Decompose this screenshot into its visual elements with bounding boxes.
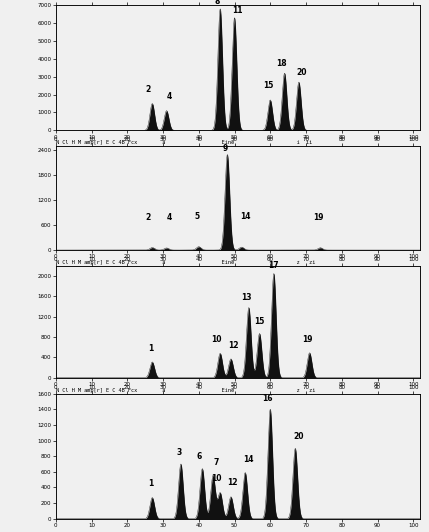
Text: 15: 15 bbox=[254, 317, 265, 326]
Text: 14: 14 bbox=[240, 212, 251, 221]
Text: 4: 4 bbox=[167, 92, 172, 101]
Text: 16: 16 bbox=[262, 394, 273, 403]
Text: 17: 17 bbox=[269, 261, 279, 270]
Text: 18: 18 bbox=[276, 59, 287, 68]
Text: 20: 20 bbox=[296, 68, 307, 77]
Text: 4: 4 bbox=[167, 213, 172, 222]
Text: 15: 15 bbox=[263, 81, 274, 90]
Text: 12: 12 bbox=[227, 478, 238, 487]
Text: 12: 12 bbox=[229, 341, 239, 350]
Text: 7: 7 bbox=[213, 458, 219, 467]
Text: 20: 20 bbox=[293, 432, 303, 441]
Text: N Cl H M amp[r] E C 4B Fcx        a                  Eine                    z  : N Cl H M amp[r] E C 4B Fcx a Eine z bbox=[56, 260, 315, 265]
Text: 13: 13 bbox=[241, 293, 251, 302]
Text: 6: 6 bbox=[197, 452, 202, 461]
Text: N Cl H M amp[r] E C 4B Fcx        a                  Eine                    i  : N Cl H M amp[r] E C 4B Fcx a Eine i bbox=[56, 140, 312, 145]
Text: 5: 5 bbox=[194, 212, 199, 221]
Text: 2: 2 bbox=[145, 85, 151, 94]
Text: 1: 1 bbox=[148, 344, 153, 353]
Text: 3: 3 bbox=[176, 447, 182, 456]
Text: 2: 2 bbox=[145, 213, 151, 222]
Text: 9: 9 bbox=[223, 144, 228, 153]
Text: 8: 8 bbox=[214, 0, 220, 6]
Text: 10: 10 bbox=[211, 335, 221, 344]
Text: N Cl H M amp[r] E C 4B Fcx        a                  Eine                    z  : N Cl H M amp[r] E C 4B Fcx a Eine z bbox=[56, 388, 315, 393]
Text: 14: 14 bbox=[243, 455, 254, 464]
Text: 19: 19 bbox=[302, 335, 313, 344]
Text: 19: 19 bbox=[313, 213, 324, 222]
Text: 11: 11 bbox=[232, 6, 243, 15]
Text: 10: 10 bbox=[211, 474, 221, 483]
Text: 1: 1 bbox=[148, 479, 153, 488]
